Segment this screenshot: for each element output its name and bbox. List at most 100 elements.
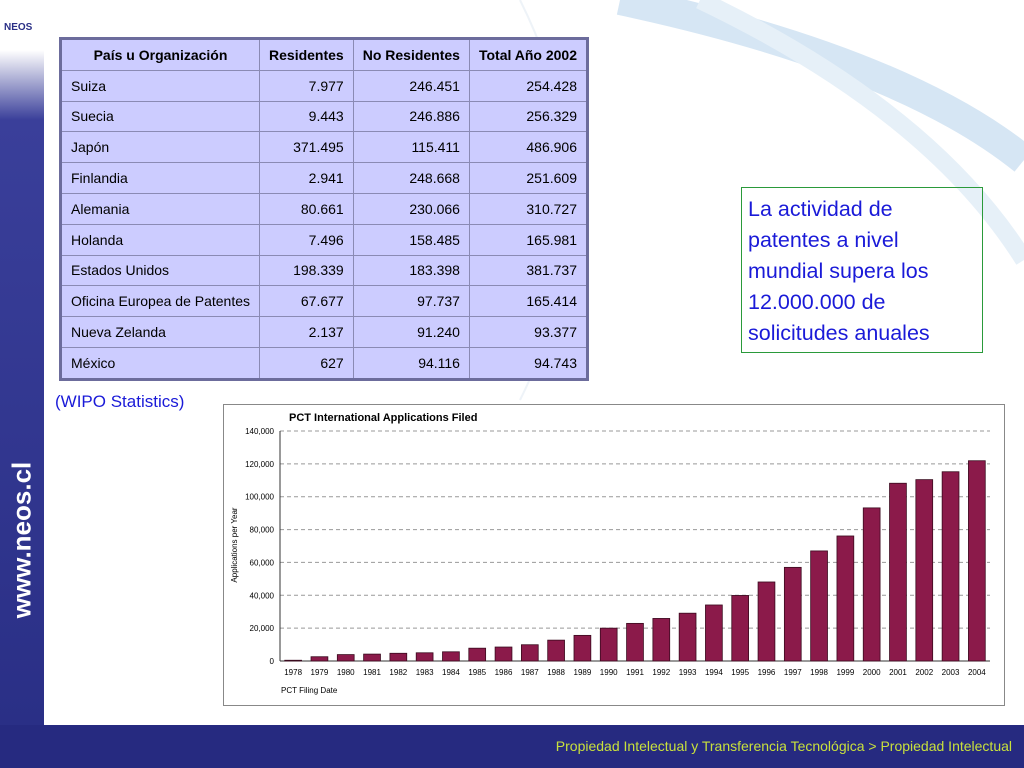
bar: [599, 627, 618, 662]
table-cell: 2.941: [259, 162, 354, 194]
bar: [284, 659, 302, 662]
table-cell: 183.398: [352, 254, 470, 287]
x-tick-label: 2003: [942, 668, 960, 677]
x-tick-label: 1986: [495, 668, 513, 677]
table-cell: 627: [259, 346, 354, 380]
bar: [968, 460, 986, 662]
x-axis-label: PCT Filing Date: [281, 686, 338, 695]
table-cell: Finlandia: [59, 162, 261, 194]
table-cell: Oficina Europea de Patentes: [59, 285, 261, 318]
table-cell: Suiza: [59, 69, 261, 102]
bar: [389, 652, 408, 662]
x-tick-label: 1999: [836, 668, 854, 677]
x-tick-label: 1994: [705, 668, 723, 677]
x-tick-label: 1981: [363, 668, 381, 677]
x-tick-label: 1988: [547, 668, 565, 677]
table-cell: 115.411: [352, 131, 470, 164]
bar: [783, 566, 802, 662]
footer: Propiedad Intelectual y Transferencia Te…: [555, 738, 1012, 754]
bar: [652, 618, 671, 662]
bar: [442, 651, 460, 662]
bar: [678, 612, 697, 662]
table-cell: 246.886: [352, 100, 470, 133]
table-cell: 310.727: [468, 192, 589, 225]
table-row: México 627 94.116 94.743: [59, 346, 589, 380]
data-table: País u Organización Residentes No Resident…: [59, 37, 589, 381]
table-cell: 91.240: [352, 316, 470, 348]
table-cell: 246.451: [352, 69, 470, 102]
x-tick-label: 1987: [521, 668, 539, 677]
table-cell: 158.485: [352, 223, 470, 256]
bar: [889, 482, 907, 662]
table-cell: Estados Unidos: [59, 254, 261, 287]
x-tick-label: 2004: [968, 668, 986, 677]
bar: [810, 550, 828, 662]
header-cell: Total Año 2002: [468, 38, 589, 71]
x-tick-label: 1991: [626, 668, 644, 677]
x-tick-label: 1990: [600, 668, 618, 677]
header-cell: País u Organización: [59, 38, 261, 71]
table-cell: Nueva Zelanda: [59, 316, 261, 348]
x-tick-label: 1985: [468, 668, 486, 677]
table-cell: México: [59, 346, 261, 380]
y-tick-label: 20,000: [250, 624, 275, 633]
bar: [941, 471, 960, 662]
y-axis-label: Applications per Year: [230, 507, 239, 583]
y-tick-label: 40,000: [250, 591, 275, 600]
chart: PCT International Applications Filed App…: [223, 404, 1005, 706]
chart-title: PCT International Applications Filed: [289, 412, 477, 424]
table-cell: Alemania: [59, 192, 261, 225]
x-tick-label: 1997: [784, 668, 802, 677]
table-cell: 97.737: [352, 285, 470, 318]
y-tick-label: 60,000: [250, 558, 275, 567]
y-tick-label: 140,000: [245, 427, 274, 436]
table-cell: 7.977: [259, 69, 354, 102]
table-cell: Japón: [59, 131, 261, 164]
side-text: www.neos.cl: [6, 461, 37, 619]
table-cell: 2.137: [259, 316, 354, 348]
table-cell: 371.495: [259, 131, 354, 164]
header-cell: No Residentes: [352, 38, 470, 71]
table-cell: 165.981: [468, 223, 589, 256]
table-cell: 93.377: [468, 316, 589, 348]
bar: [415, 652, 434, 662]
y-tick-label: 0: [270, 657, 275, 666]
x-tick-label: 2000: [863, 668, 881, 677]
table-row: Oficina Europea de Patentes 67.677 97.737 1…: [59, 285, 589, 318]
table-row: Nueva Zelanda 2.137 91.240 93.377: [59, 316, 589, 348]
y-tick-label: 100,000: [245, 493, 274, 502]
x-tick-label: 1998: [810, 668, 828, 677]
x-tick-label: 1978: [284, 668, 302, 677]
x-tick-label: 1996: [758, 668, 776, 677]
y-tick-label: 80,000: [250, 526, 275, 535]
table-cell: Suecia: [59, 100, 261, 133]
bar: [336, 654, 355, 662]
bar: [363, 653, 381, 662]
bar: [836, 535, 855, 662]
table-cell: 256.329: [468, 100, 589, 133]
table-cell: 198.339: [259, 254, 354, 287]
source: (WIPO Statistics): [55, 392, 185, 411]
note: La actividad de patentes a nivel mundial…: [741, 187, 983, 353]
table-cell: 9.443: [259, 100, 354, 133]
x-tick-label: 1992: [652, 668, 670, 677]
bar: [626, 622, 644, 662]
bottom-bar: [0, 725, 1024, 768]
x-tick-label: 1983: [416, 668, 434, 677]
bar: [547, 639, 565, 662]
table-cell: 80.661: [259, 192, 354, 225]
table-row: Holanda 7.496 158.485 165.981: [59, 223, 589, 256]
bar: [520, 644, 539, 662]
x-tick-label: 1984: [442, 668, 460, 677]
table-cell: 248.668: [352, 162, 470, 194]
x-tick-label: 1989: [574, 668, 592, 677]
table-row: Suecia 9.443 246.886 256.329: [59, 100, 589, 133]
logo: NEOS: [4, 22, 33, 33]
table-cell: 94.743: [468, 346, 589, 380]
table-cell: 381.737: [468, 254, 589, 287]
x-tick-label: 1993: [679, 668, 697, 677]
x-tick-label: 1995: [731, 668, 749, 677]
x-tick-label: 1979: [311, 668, 329, 677]
x-tick-label: 1980: [337, 668, 355, 677]
bar: [494, 646, 513, 662]
